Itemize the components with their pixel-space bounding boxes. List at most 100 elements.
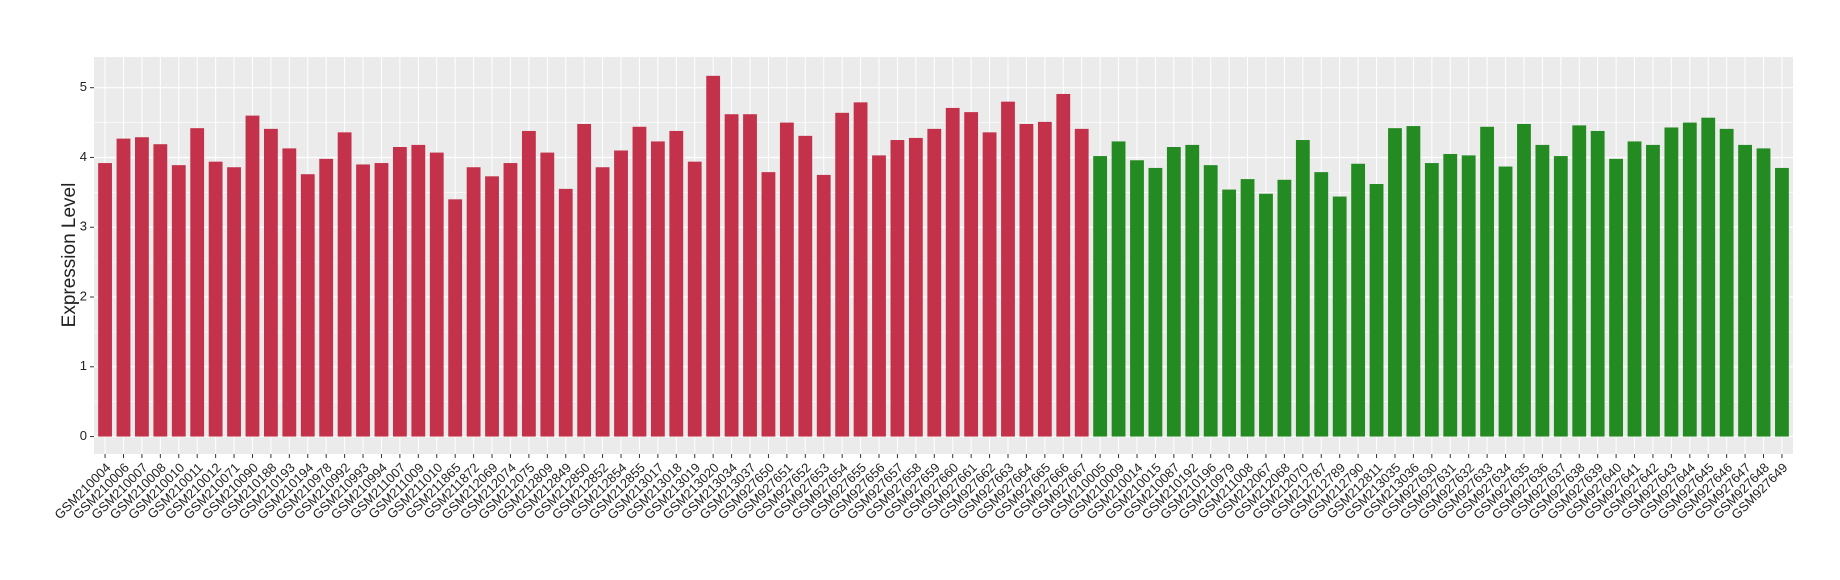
y-axis-title: Expression Level — [59, 183, 80, 328]
bar — [945, 107, 960, 437]
bar — [1351, 163, 1366, 437]
bar — [687, 161, 702, 437]
y-tick-label: 1 — [80, 358, 87, 373]
bar — [835, 112, 850, 437]
bar — [1701, 117, 1716, 437]
bar — [135, 137, 149, 437]
bar — [614, 150, 628, 437]
y-tick-label: 0 — [80, 428, 87, 443]
bar — [853, 102, 868, 437]
bar — [1111, 141, 1126, 437]
y-tick-label: 2 — [80, 288, 87, 303]
bar — [558, 188, 573, 437]
bar — [982, 132, 997, 437]
bar — [706, 75, 721, 437]
bar — [153, 144, 168, 437]
bar — [319, 158, 334, 437]
bar — [872, 155, 886, 437]
bar — [1590, 130, 1605, 437]
bar — [1498, 166, 1513, 437]
bar — [632, 126, 647, 437]
bar — [1277, 179, 1292, 437]
bar — [779, 122, 794, 437]
bar — [208, 161, 223, 437]
bar — [1424, 163, 1439, 437]
bar — [1259, 193, 1273, 437]
bar — [1738, 144, 1752, 437]
bar — [1517, 123, 1531, 437]
bar — [1166, 147, 1181, 437]
bar — [1664, 127, 1679, 437]
bar — [1056, 93, 1071, 437]
bar — [190, 128, 205, 437]
bar — [1222, 189, 1237, 437]
bar — [485, 176, 499, 437]
bar — [650, 141, 665, 437]
bar — [890, 140, 905, 437]
bar — [1480, 126, 1495, 437]
bar — [1535, 144, 1550, 437]
bar — [1185, 144, 1200, 437]
bar — [245, 115, 260, 437]
bar — [908, 137, 923, 437]
bar — [1148, 167, 1163, 437]
bar — [1756, 148, 1771, 437]
bar — [1295, 140, 1310, 437]
bar — [1627, 141, 1642, 437]
bar — [1093, 156, 1108, 437]
bar — [448, 199, 463, 437]
bar — [724, 114, 739, 437]
bar — [1019, 123, 1034, 437]
bar — [1572, 125, 1587, 437]
bar — [1001, 101, 1015, 437]
bar — [816, 174, 831, 437]
bar — [1719, 128, 1734, 437]
bar — [1314, 172, 1329, 437]
bar — [466, 167, 481, 437]
bar — [98, 163, 112, 437]
bar — [1074, 128, 1089, 437]
bar — [411, 144, 426, 437]
bar — [356, 164, 370, 437]
bar — [263, 128, 278, 437]
bar — [1388, 128, 1402, 437]
bar — [392, 147, 407, 437]
bar — [761, 172, 776, 437]
bar — [1203, 165, 1218, 437]
bar — [300, 174, 315, 437]
bar — [1443, 153, 1458, 437]
bar — [116, 138, 131, 437]
bar — [1553, 156, 1568, 437]
bar — [669, 130, 684, 437]
bar — [1406, 126, 1421, 437]
bar — [1461, 155, 1476, 437]
bar — [227, 167, 241, 437]
bar — [1646, 144, 1660, 437]
bar — [429, 152, 444, 437]
bar — [964, 112, 979, 437]
bar — [1037, 121, 1052, 437]
bar — [1682, 122, 1697, 437]
bar — [798, 135, 813, 437]
bar — [743, 114, 757, 437]
bar — [521, 130, 536, 437]
bar — [1240, 179, 1255, 437]
bar — [282, 148, 297, 437]
bar — [171, 165, 186, 437]
bar — [1130, 160, 1144, 437]
y-tick-label: 3 — [80, 219, 87, 234]
y-tick-label: 5 — [80, 79, 87, 94]
bar — [927, 128, 942, 437]
bar — [1332, 196, 1347, 437]
y-tick-label: 4 — [80, 149, 87, 164]
bar — [577, 123, 592, 437]
bar — [540, 152, 555, 437]
bar — [374, 163, 389, 437]
bar — [337, 132, 352, 437]
bar — [1775, 167, 1789, 437]
bar — [595, 167, 610, 437]
bar — [503, 163, 518, 437]
bar — [1609, 158, 1624, 437]
bar — [1369, 183, 1384, 437]
